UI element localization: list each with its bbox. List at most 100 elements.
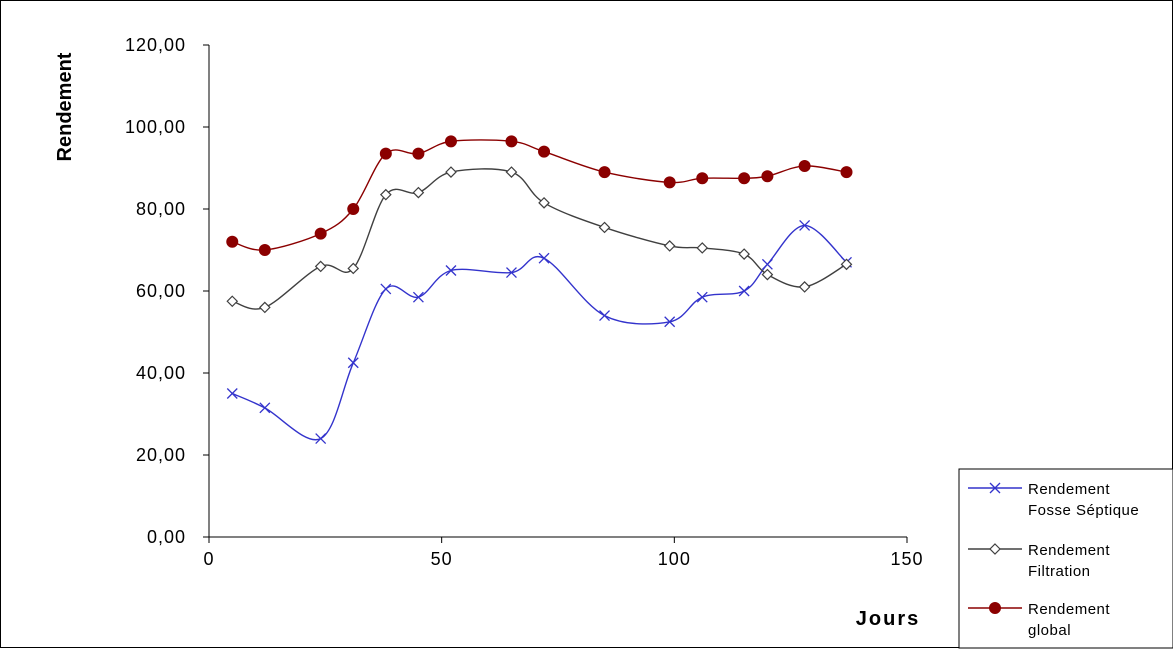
y-axis-title: Rendement [54, 52, 76, 161]
data-point [696, 242, 709, 254]
x-tick-label: 100 [658, 549, 691, 569]
data-point [379, 147, 392, 160]
data-point [258, 244, 271, 256]
data-point [738, 248, 750, 260]
data-point [798, 159, 811, 172]
data-point [599, 310, 610, 322]
data-point [226, 295, 239, 308]
legend-entry-0: Rendement Fosse Séptique [968, 481, 1139, 519]
legend-label: Rendement [1028, 601, 1110, 618]
data-point [738, 285, 750, 297]
data-point [445, 166, 457, 178]
marker-stroke [226, 388, 238, 399]
data-point [380, 283, 392, 295]
y-tick-label: 100,00 [125, 117, 186, 137]
data-point [505, 135, 518, 148]
data-point [696, 172, 709, 185]
legend-label: Filtration [1028, 563, 1091, 580]
axes: 0,00 20,00 40,00 60,00 80,00 100,00 120,00 0 50 1… [125, 35, 923, 569]
data-point [598, 221, 611, 234]
legend-label: global [1028, 622, 1071, 639]
data-point [226, 388, 238, 399]
x-tick-label: 50 [431, 549, 453, 569]
data-point [663, 240, 676, 252]
legend-box [958, 468, 1173, 649]
marker-stroke [738, 285, 750, 297]
data-point [315, 433, 327, 445]
data-point [761, 268, 774, 281]
data-point [738, 172, 751, 185]
series-line [232, 168, 847, 310]
marker-stroke [445, 265, 457, 276]
data-point [314, 260, 327, 273]
marker-stroke [506, 267, 517, 279]
marker-stroke [315, 433, 327, 445]
legend-label: Fosse Séptique [1028, 502, 1139, 519]
data-point [347, 357, 359, 369]
marker-stroke [380, 283, 392, 295]
y-tick-label: 60,00 [136, 281, 186, 301]
data-point [412, 147, 425, 160]
x-tick-label: 0 [203, 549, 214, 569]
data-point [761, 170, 774, 183]
marker-stroke [696, 291, 708, 303]
marker-stroke [664, 316, 676, 328]
marker-stroke [799, 219, 811, 231]
series-line [232, 224, 847, 441]
data-point [761, 258, 773, 270]
y-tick-label: 120,00 [125, 35, 186, 55]
data-point [664, 316, 676, 328]
data-point [598, 166, 611, 179]
data-point [840, 166, 853, 179]
data-point [379, 188, 392, 201]
data-point [444, 135, 457, 148]
data-point [347, 203, 360, 215]
data-point [840, 258, 853, 271]
legend-marker [989, 602, 1001, 614]
plot-series [226, 135, 853, 445]
data-point [538, 197, 550, 209]
data-point [799, 219, 811, 231]
data-point [798, 281, 811, 293]
marker-stroke [599, 310, 610, 322]
data-point [347, 262, 360, 275]
y-tick-label: 40,00 [136, 363, 186, 383]
data-point [538, 252, 550, 264]
series-1 [226, 166, 853, 314]
data-point [445, 265, 457, 276]
y-tick-label: 20,00 [136, 445, 186, 465]
marker-stroke [347, 357, 359, 369]
legend-marker [989, 482, 1001, 494]
series-line [232, 139, 847, 251]
marker-stroke [538, 252, 550, 264]
marker-stroke [761, 258, 773, 270]
marker-stroke [412, 291, 424, 303]
marker-stroke [259, 402, 271, 414]
data-point [259, 402, 271, 414]
data-point [226, 235, 239, 248]
y-tick-label: 80,00 [136, 199, 186, 219]
legend-entry-1: Rendement Filtration [968, 542, 1110, 580]
series-2 [226, 135, 853, 256]
legend-marker [989, 543, 1001, 555]
data-point [506, 267, 517, 279]
data-point [538, 145, 551, 158]
legend-label: Rendement [1028, 481, 1110, 498]
data-point [258, 301, 271, 314]
y-tick-label: 0,00 [147, 527, 186, 547]
x-axis-title: Jours [856, 608, 920, 630]
legend-entry-2: Rendement global [968, 601, 1110, 639]
x-tick-label: 150 [890, 549, 923, 569]
marker-stroke [989, 482, 1001, 494]
series-0 [226, 219, 852, 445]
data-point [505, 166, 518, 178]
legend-label: Rendement [1028, 542, 1110, 559]
data-point [314, 227, 327, 240]
data-point [412, 291, 424, 303]
data-point [412, 186, 425, 199]
legend: Rendement Fosse Séptique Rendement Filtrati… [958, 468, 1173, 649]
data-point [696, 291, 708, 303]
data-point [663, 176, 676, 189]
